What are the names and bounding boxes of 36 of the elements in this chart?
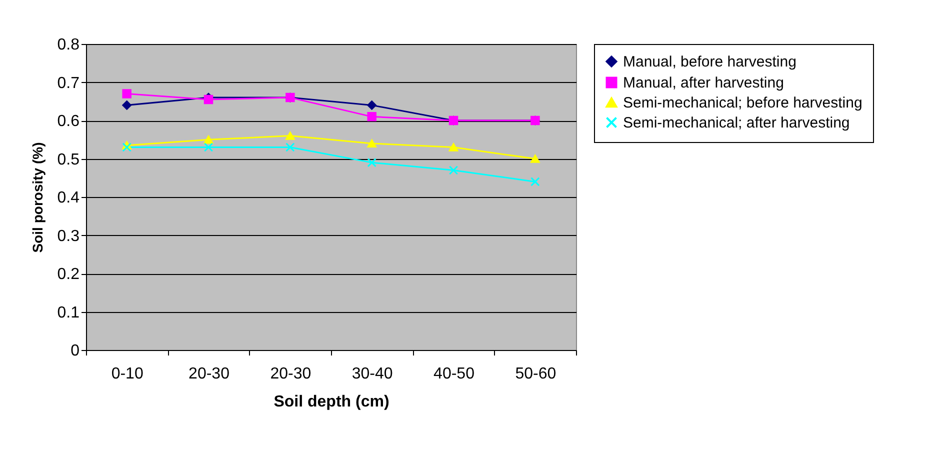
x-tick-label: 20-30 bbox=[188, 366, 230, 382]
point bbox=[286, 142, 295, 152]
point bbox=[367, 100, 376, 110]
point bbox=[367, 112, 376, 122]
y-tick-label: 0.4 bbox=[57, 190, 80, 206]
point bbox=[530, 177, 540, 186]
y-axis-title: Soil porosity (%) bbox=[29, 142, 46, 253]
y-tick-label: 0.2 bbox=[57, 266, 80, 283]
y-tick-label: 0 bbox=[70, 342, 80, 360]
point bbox=[122, 142, 132, 152]
point bbox=[367, 158, 376, 168]
x-tick-label: 30-40 bbox=[352, 366, 393, 382]
point bbox=[448, 166, 458, 175]
legend-label: Semi-mechanical; before harvesting bbox=[623, 94, 862, 112]
point bbox=[204, 136, 214, 144]
y-tick-label: 0.7 bbox=[57, 74, 80, 92]
point bbox=[530, 154, 540, 163]
x-tick-label: 20-30 bbox=[270, 366, 312, 382]
x-tick-label: 40-50 bbox=[434, 366, 475, 382]
y-tick-label: 0.1 bbox=[57, 304, 80, 322]
point bbox=[122, 100, 132, 110]
x-axis-title: Soil depth (cm) bbox=[274, 394, 390, 410]
y-tick-label: 0.6 bbox=[57, 113, 80, 130]
y-tick-label: 0.8 bbox=[57, 36, 80, 54]
legend-label: Semi-mechanical; after harvesting bbox=[623, 114, 850, 132]
legend-label: Manual, after harvesting bbox=[623, 74, 784, 92]
legend-label: Manual, before harvesting bbox=[623, 54, 796, 70]
point bbox=[286, 132, 295, 140]
point bbox=[367, 139, 376, 148]
y-tick-label: 0.5 bbox=[57, 151, 80, 168]
y-tick-label: 0.3 bbox=[57, 228, 80, 245]
point bbox=[448, 143, 458, 152]
point bbox=[204, 142, 214, 152]
x-tick-label: 0-10 bbox=[111, 366, 144, 382]
x-tick-label: 50-60 bbox=[515, 366, 556, 382]
point bbox=[122, 89, 132, 98]
